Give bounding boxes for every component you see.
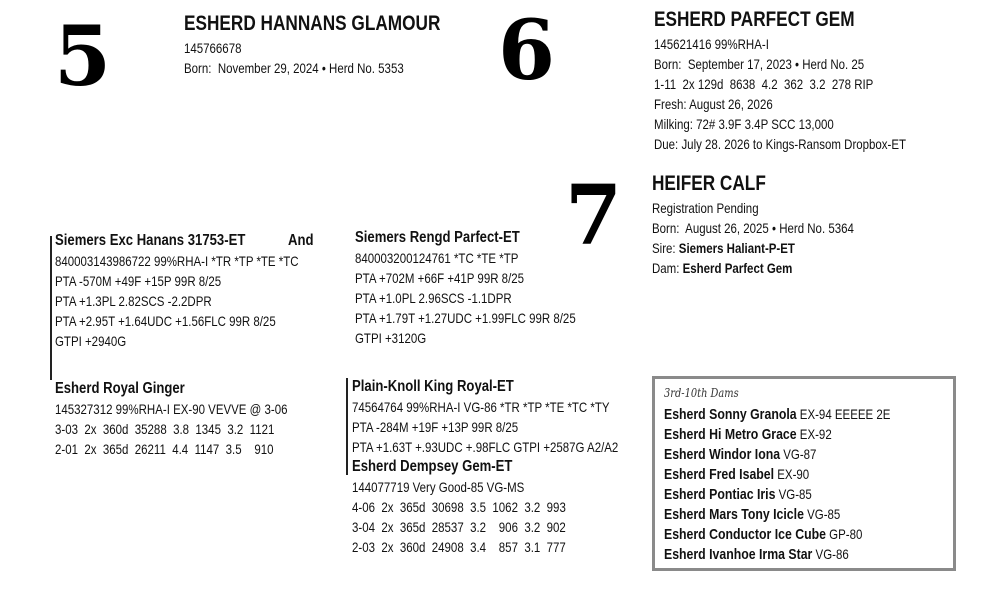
grandsire-line: PTA -284M +19F +13P 99R 8/25 xyxy=(352,419,519,435)
sire-6-line: PTA +1.0PL 2.96SCS -1.1DPR xyxy=(355,290,512,306)
sire-label: Sire: xyxy=(652,240,679,256)
dam-5-line: 3-03 2x 360d 35288 3.8 1345 3.2 1121 xyxy=(55,421,275,437)
sire-5-block: Siemers Exc Hanans 31753-ET And 840003143… xyxy=(55,231,314,351)
sire-name: Siemers Haliant-P-ET xyxy=(678,240,795,256)
dam-item: Esherd Windor Iona VG-87 xyxy=(664,446,817,463)
lot-6-born: Born: September 17, 2023 • Herd No. 25 xyxy=(654,56,865,72)
dam-item: Esherd Mars Tony Icicle VG-85 xyxy=(664,506,841,523)
granddam-line: 2-03 2x 360d 24908 3.4 857 3.1 777 xyxy=(352,539,566,555)
dam-item: Esherd Ivanhoe Irma Star VG-86 xyxy=(664,546,849,563)
lot-7-header: HEIFER CALF Registration Pending Born: A… xyxy=(652,172,854,278)
dam-item: Esherd Sonny Granola EX-94 EEEEE 2E xyxy=(664,406,891,423)
dam-5-line: 145327312 99%RHA-I EX-90 VEVVE @ 3-06 xyxy=(55,401,288,417)
dam-item: Esherd Fred Isabel EX-90 xyxy=(664,466,810,483)
lot-5-born: Born: November 29, 2024 • Herd No. 5353 xyxy=(184,60,404,76)
dams-list: 3rd-10th Dams Esherd Sonny Granola EX-94… xyxy=(664,384,890,564)
granddam-name: Esherd Dempsey Gem-ET xyxy=(352,458,513,475)
sire-6-block: Siemers Rengd Parfect-ET 840003200124761… xyxy=(355,228,576,348)
sire-5-line: PTA -570M +49F +15P 99R 8/25 xyxy=(55,273,222,289)
sire-6-line: PTA +702M +66F +41P 99R 8/25 xyxy=(355,270,525,286)
granddam-line: 4-06 2x 365d 30698 3.5 1062 3.2 993 xyxy=(352,499,566,515)
lot-7-reg: Registration Pending xyxy=(652,200,759,216)
lot-6-due: Due: July 28. 2026 to Kings-Ransom Dropb… xyxy=(654,136,907,152)
lot-6-name: ESHERD PARFECT GEM xyxy=(654,8,855,31)
lot-5-header: ESHERD HANNANS GLAMOUR 145766678 Born: N… xyxy=(184,12,440,78)
grandsire-line: PTA +1.63T +.93UDC +.98FLC GTPI +2587G A… xyxy=(352,439,619,455)
dams-heading: 3rd-10th Dams xyxy=(664,386,739,400)
sire-6-line: GTPI +3120G xyxy=(355,330,427,346)
lot-5-reg: 145766678 xyxy=(184,40,242,56)
dam-label: Dam: xyxy=(652,260,683,276)
pedigree-bracket xyxy=(346,378,348,475)
sire-5-line: PTA +1.3PL 2.82SCS -2.2DPR xyxy=(55,293,212,309)
dams-box: 3rd-10th Dams Esherd Sonny Granola EX-94… xyxy=(652,376,956,571)
dam-5-line: 2-01 2x 365d 26211 4.4 1147 3.5 910 xyxy=(55,441,274,457)
lot-7-dam: Dam: Esherd Parfect Gem xyxy=(652,258,854,278)
sire-5-line: PTA +2.95T +1.64UDC +1.56FLC 99R 8/25 xyxy=(55,313,276,329)
grandsire-block: Plain-Knoll King Royal-ET 74564764 99%RH… xyxy=(352,377,618,557)
lot-number-7: 7 xyxy=(565,168,623,264)
lot-7-sire: Sire: Siemers Haliant-P-ET xyxy=(652,238,854,258)
lot-7-name: HEIFER CALF xyxy=(652,172,766,195)
granddam-line: 144077719 Very Good-85 VG-MS xyxy=(352,479,525,495)
grandsire-line: 74564764 99%RHA-I VG-86 *TR *TP *TE *TC … xyxy=(352,399,610,415)
lot-6-milking: Milking: 72# 3.9F 3.4P SCC 13,000 xyxy=(654,116,834,132)
pedigree-bracket xyxy=(50,236,52,380)
lot-number-5: 5 xyxy=(54,9,112,105)
dam-item: Esherd Hi Metro Grace EX-92 xyxy=(664,426,832,443)
lot-number-6: 6 xyxy=(498,3,556,99)
lot-7-born: Born: August 26, 2025 • Herd No. 5364 xyxy=(652,220,854,236)
dam-name: Esherd Parfect Gem xyxy=(682,260,793,276)
lot-6-record: 1-11 2x 129d 8638 4.2 362 3.2 278 RIP xyxy=(654,76,874,92)
lot-5-name: ESHERD HANNANS GLAMOUR xyxy=(184,12,441,35)
lot-6-reg: 145621416 99%RHA-I xyxy=(654,36,769,52)
grandsire-name: Plain-Knoll King Royal-ET xyxy=(352,378,514,395)
sire-6-name: Siemers Rengd Parfect-ET xyxy=(355,229,520,246)
sire-6-line: 840003200124761 *TC *TE *TP xyxy=(355,250,519,266)
dam-item: Esherd Pontiac Iris VG-85 xyxy=(664,486,812,503)
lot-6-fresh: Fresh: August 26, 2026 xyxy=(654,96,773,112)
dam-5-block: Esherd Royal Ginger 145327312 99%RHA-I E… xyxy=(55,379,287,459)
sire-5-line: 840003143986722 99%RHA-I *TR *TP *TE *TC xyxy=(55,253,299,269)
sire-6-line: PTA +1.79T +1.27UDC +1.99FLC 99R 8/25 xyxy=(355,310,576,326)
dam-5-name: Esherd Royal Ginger xyxy=(55,380,185,397)
granddam-line: 3-04 2x 365d 28537 3.2 906 3.2 902 xyxy=(352,519,566,535)
lot-6-header: ESHERD PARFECT GEM 145621416 99%RHA-I Bo… xyxy=(654,8,906,154)
and-label: And xyxy=(287,232,314,249)
sire-5-name: Siemers Exc Hanans 31753-ET And xyxy=(55,232,314,249)
dam-item: Esherd Conductor Ice Cube GP-80 xyxy=(664,526,863,543)
sire-5-line: GTPI +2940G xyxy=(55,333,127,349)
